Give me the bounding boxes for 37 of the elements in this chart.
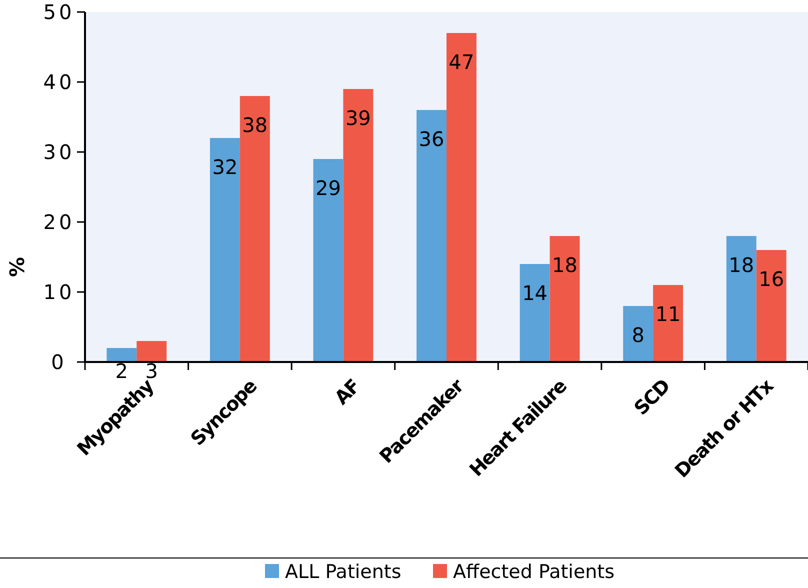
data-label: 18 — [552, 253, 578, 277]
y-tick-label: 20 — [43, 210, 75, 234]
y-tick-label: 10 — [43, 280, 75, 304]
bar — [416, 110, 446, 362]
data-label: 39 — [345, 106, 371, 130]
bar — [653, 285, 684, 362]
bar — [136, 341, 167, 362]
data-label: 38 — [242, 113, 268, 137]
y-tick-label: 0 — [51, 350, 67, 374]
y-tick-label: 30 — [43, 140, 75, 164]
data-label: 36 — [418, 127, 444, 151]
legend-label: Affected Patients — [453, 561, 615, 583]
data-label: 2 — [115, 359, 128, 383]
bar — [313, 159, 344, 362]
bar — [623, 306, 654, 362]
bar — [106, 348, 137, 362]
bar — [210, 138, 240, 362]
data-label: 29 — [316, 176, 341, 200]
y-tick-label: 40 — [43, 70, 75, 94]
bar — [756, 250, 786, 362]
bar — [240, 96, 270, 362]
bar — [520, 264, 550, 362]
data-label: 47 — [448, 50, 474, 74]
data-label: 32 — [212, 155, 238, 179]
x-tick-label: AF — [330, 376, 364, 410]
bar — [343, 89, 374, 362]
bar — [726, 236, 756, 362]
y-axis-title: % — [5, 256, 29, 278]
data-label: 11 — [655, 302, 681, 326]
data-label: 8 — [632, 323, 644, 347]
bar — [550, 236, 580, 362]
bar — [446, 33, 476, 362]
y-tick-label: 50 — [43, 0, 75, 24]
data-label: 16 — [758, 267, 784, 291]
legend-label: ALL Patients — [285, 561, 402, 583]
data-label: 18 — [728, 253, 754, 277]
data-label: 14 — [522, 281, 548, 305]
